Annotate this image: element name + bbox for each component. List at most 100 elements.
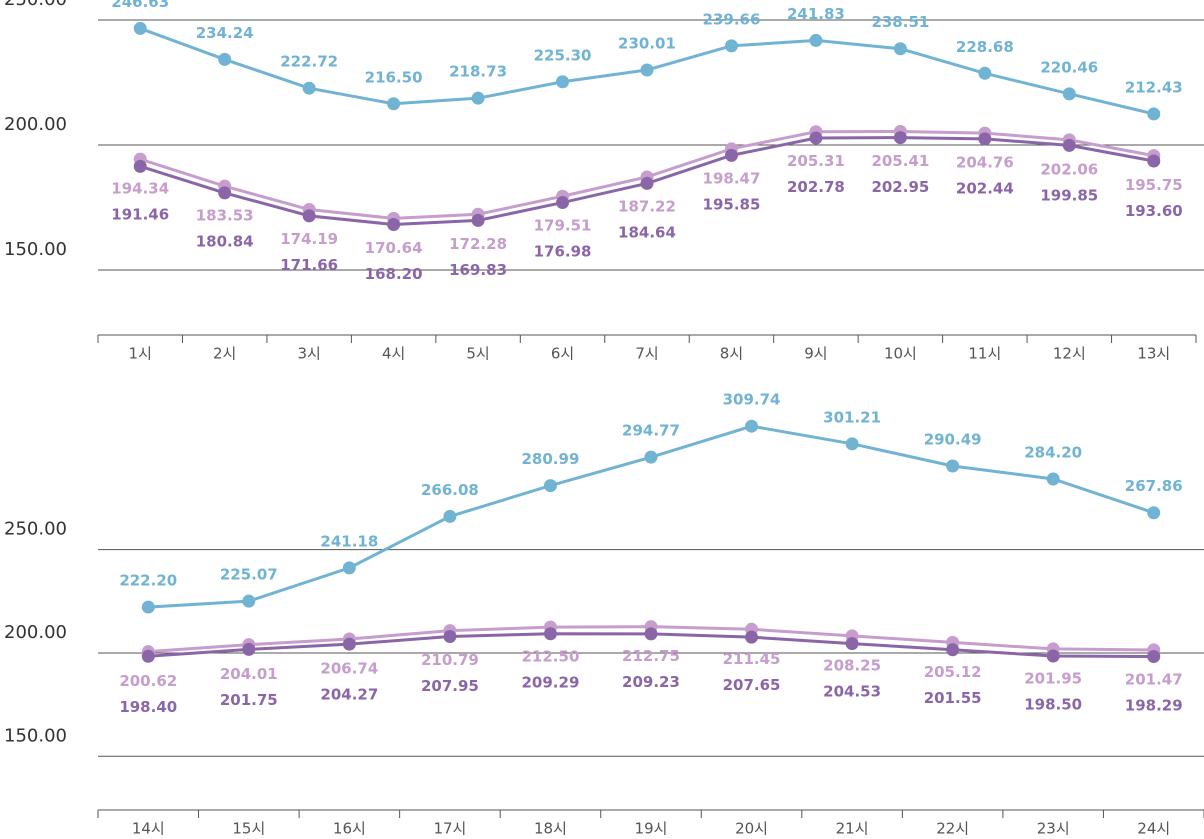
data-label: 205.12 — [924, 663, 982, 681]
data-label: 207.65 — [723, 676, 781, 694]
data-label: 180.84 — [196, 233, 254, 251]
data-point — [141, 649, 155, 663]
data-label: 230.01 — [618, 34, 676, 52]
data-label: 195.75 — [1125, 176, 1183, 194]
data-label: 202.95 — [871, 178, 929, 196]
data-point — [845, 637, 859, 651]
x-tick-label: 22시 — [936, 820, 969, 838]
data-label: 202.78 — [787, 178, 845, 196]
data-label: 193.60 — [1125, 202, 1183, 220]
data-point — [893, 42, 907, 56]
data-point — [1147, 506, 1161, 520]
data-label: 218.73 — [449, 63, 507, 81]
data-label: 174.19 — [280, 230, 338, 248]
data-point — [893, 131, 907, 145]
data-point — [978, 66, 992, 80]
y-tick-label: 250.00 — [4, 0, 67, 10]
data-label: 201.47 — [1125, 670, 1183, 688]
y-tick-label: 150.00 — [4, 725, 67, 746]
data-point — [845, 437, 859, 451]
x-tick-label: 3시 — [297, 345, 320, 363]
data-point — [809, 131, 823, 145]
data-label: 179.51 — [534, 217, 592, 235]
x-tick-label: 2시 — [213, 345, 236, 363]
data-label: 204.27 — [320, 686, 378, 704]
data-label: 284.20 — [1024, 443, 1082, 461]
data-label: 290.49 — [924, 430, 982, 448]
data-label: 239.66 — [703, 10, 761, 28]
data-label: 204.53 — [823, 682, 881, 700]
data-label: 198.40 — [119, 698, 177, 716]
data-label: 202.06 — [1040, 160, 1098, 178]
data-label: 201.75 — [220, 691, 278, 709]
x-tick-label: 1시 — [129, 345, 152, 363]
x-tick-label: 7시 — [635, 345, 658, 363]
data-point — [1062, 138, 1076, 152]
data-label: 169.83 — [449, 261, 507, 279]
x-tick-label: 6시 — [551, 345, 574, 363]
data-label: 176.98 — [534, 243, 592, 261]
data-label: 201.95 — [1024, 669, 1082, 687]
data-point — [443, 509, 457, 523]
data-label: 204.01 — [220, 665, 278, 683]
data-label: 207.95 — [421, 677, 479, 695]
data-point — [387, 97, 401, 111]
data-label: 212.50 — [522, 648, 580, 666]
data-label: 168.20 — [365, 265, 423, 283]
data-point — [556, 75, 570, 89]
data-label: 206.74 — [320, 660, 378, 678]
data-label: 225.07 — [220, 566, 278, 584]
data-point — [133, 21, 147, 35]
y-tick-label: 250.00 — [4, 519, 67, 540]
data-label: 225.30 — [534, 46, 592, 64]
data-label: 241.18 — [320, 532, 378, 550]
data-point — [946, 459, 960, 473]
data-label: 220.46 — [1040, 58, 1098, 76]
data-label: 205.41 — [871, 152, 929, 170]
x-tick-label: 5시 — [466, 345, 489, 363]
data-label: 208.25 — [823, 656, 881, 674]
data-label: 212.75 — [622, 647, 680, 665]
data-label: 266.08 — [421, 481, 479, 499]
data-point — [724, 39, 738, 53]
data-point — [342, 637, 356, 651]
x-tick-label: 23시 — [1037, 820, 1070, 838]
x-tick-label: 14시 — [132, 820, 165, 838]
data-point — [543, 479, 557, 493]
y-tick-label: 200.00 — [4, 622, 67, 643]
data-point — [1046, 472, 1060, 486]
data-point — [745, 419, 759, 433]
data-label: 238.51 — [871, 13, 929, 31]
data-point — [302, 209, 316, 223]
data-point — [978, 132, 992, 146]
data-label: 222.20 — [119, 572, 177, 590]
data-label: 228.68 — [956, 38, 1014, 56]
data-label: 294.77 — [622, 422, 680, 440]
data-point — [302, 81, 316, 95]
x-tick-label: 24시 — [1137, 820, 1170, 838]
data-label: 191.46 — [111, 206, 169, 224]
data-point — [471, 213, 485, 227]
data-point — [724, 148, 738, 162]
x-tick-label: 19시 — [635, 820, 668, 838]
data-label: 204.76 — [956, 154, 1014, 172]
data-point — [644, 450, 658, 464]
data-label: 198.50 — [1024, 695, 1082, 713]
x-tick-label: 4시 — [382, 345, 405, 363]
data-point — [644, 627, 658, 641]
x-tick-label: 8시 — [720, 345, 743, 363]
data-point — [543, 627, 557, 641]
data-point — [946, 643, 960, 657]
data-point — [1147, 154, 1161, 168]
data-label: 172.28 — [449, 235, 507, 253]
data-point — [745, 630, 759, 644]
data-point — [1147, 649, 1161, 663]
x-tick-label: 12시 — [1053, 345, 1086, 363]
data-label: 198.47 — [703, 169, 761, 187]
data-point — [1147, 107, 1161, 121]
data-point — [556, 196, 570, 210]
data-label: 216.50 — [365, 68, 423, 86]
data-label: 280.99 — [522, 450, 580, 468]
data-label: 201.55 — [924, 689, 982, 707]
